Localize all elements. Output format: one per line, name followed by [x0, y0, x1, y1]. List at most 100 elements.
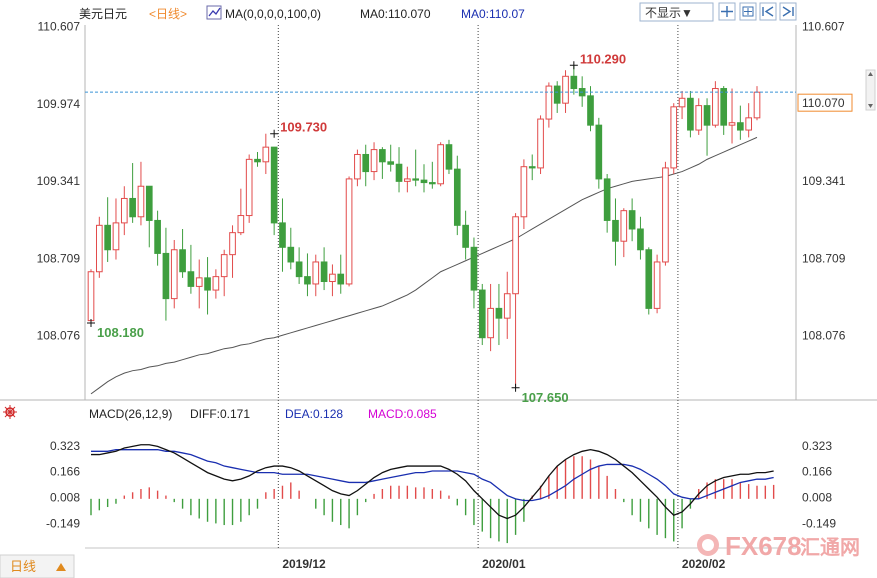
candle: [245, 154, 253, 223]
candle: [637, 216, 644, 260]
candle: [745, 103, 753, 138]
candle: [662, 161, 669, 266]
candle: [503, 271, 511, 339]
ma-value-secondary: MA0:110.07: [461, 7, 525, 21]
annotation-marker: [87, 319, 95, 328]
candle: [753, 86, 761, 121]
candle: [345, 176, 353, 287]
period-selector[interactable]: <日线>: [149, 7, 187, 21]
candle: [428, 161, 436, 189]
zoom-icon[interactable]: [739, 2, 757, 21]
candle: [270, 146, 278, 236]
candle: [295, 247, 303, 284]
candle: [220, 249, 228, 297]
candle: [204, 257, 211, 315]
price-ticks: 110.607110.607109.974109.974109.341109.3…: [37, 20, 846, 343]
annotation-label: 109.730: [280, 120, 327, 135]
macd-tick-left: 0.166: [50, 465, 80, 479]
indicator-settings-icon[interactable]: [3, 405, 17, 419]
candle: [262, 133, 270, 175]
candle: [653, 254, 661, 314]
annotation-marker: [270, 129, 279, 138]
candle: [478, 283, 486, 346]
annotation-label: 107.650: [522, 390, 569, 405]
macd-tick-left: 0.323: [50, 439, 80, 453]
candle: [179, 228, 186, 278]
right-scrollbar[interactable]: [865, 69, 876, 111]
candle: [695, 98, 703, 135]
candle: [329, 264, 336, 297]
macd-tick-left: -0.149: [46, 516, 80, 530]
annotation-marker: [511, 383, 520, 392]
macd-diff-label: DIFF:0.171: [190, 407, 250, 421]
symbol-title: 美元日元: [79, 7, 127, 21]
candle: [512, 213, 519, 388]
macd-dea-label: DEA:0.128: [285, 407, 343, 421]
candle: [612, 198, 619, 266]
date-labels: 2019/12 2020/01 2020/02: [282, 557, 725, 571]
candle: [412, 149, 420, 187]
candle: [645, 247, 653, 315]
ma-line: [90, 136, 758, 395]
candle: [462, 210, 469, 260]
step-right-icon[interactable]: [779, 2, 797, 21]
candle: [720, 86, 728, 135]
candle: [404, 166, 411, 193]
macd-tick-right: 0.323: [802, 439, 832, 453]
candle: [195, 259, 203, 309]
y-tick-left: 108.076: [37, 329, 81, 343]
candle: [678, 90, 686, 120]
annotation-marker: [569, 61, 578, 70]
candle: [595, 117, 603, 189]
annotation-label: 110.290: [580, 51, 626, 66]
step-left-icon[interactable]: [759, 2, 777, 21]
candle: [420, 164, 428, 193]
candle: [129, 163, 136, 223]
y-tick-right: 109.341: [802, 174, 846, 188]
candle: [95, 216, 103, 278]
candle: [362, 144, 370, 187]
candle: [528, 154, 536, 181]
candle: [562, 70, 569, 113]
macd-ticks: 0.323 0.323 0.166 0.166 0.008 0.008 -0.149 -0.1…: [46, 439, 836, 530]
candle: [229, 225, 236, 278]
candle: [620, 208, 628, 258]
candle: [287, 227, 295, 270]
candle: [104, 197, 111, 262]
hide-indicator-dropdown[interactable]: 不显示▼: [639, 2, 714, 22]
candle: [520, 159, 528, 229]
candle: [237, 188, 245, 236]
candle: [703, 98, 711, 156]
candle: [137, 161, 145, 226]
period-footer-button[interactable]: 日线: [0, 554, 75, 578]
y-tick-left: 109.341: [37, 174, 81, 188]
y-tick-right: 108.076: [802, 329, 846, 343]
candle: [395, 147, 403, 193]
ma-toggle-icon[interactable]: [206, 5, 222, 20]
dea-line: [91, 449, 774, 502]
candle: [545, 82, 553, 128]
candle: [279, 198, 286, 272]
y-tick-left: 108.709: [37, 251, 81, 265]
price-annotations: 110.290 109.730 108.180 107.650: [87, 51, 626, 405]
candle: [537, 115, 544, 175]
candle: [187, 244, 195, 294]
candle: [453, 155, 461, 236]
candle: [670, 103, 678, 175]
candle: [587, 86, 594, 132]
candle: [603, 174, 611, 233]
candle: [628, 198, 636, 242]
macd-tick-left: 0.008: [50, 491, 80, 505]
candle: [437, 142, 444, 187]
candle: [162, 227, 170, 321]
crosshair-move-icon[interactable]: [718, 2, 736, 21]
candle: [145, 185, 153, 248]
candle: [578, 76, 586, 107]
fx678-watermark: FX678 汇通网: [697, 531, 860, 561]
x-tick-label: 2019/12: [282, 557, 326, 571]
macd-layer: [90, 444, 775, 544]
candle: [495, 283, 503, 346]
y-tick-right: 110.607: [802, 20, 845, 34]
y-tick-left: 110.607: [38, 20, 81, 34]
